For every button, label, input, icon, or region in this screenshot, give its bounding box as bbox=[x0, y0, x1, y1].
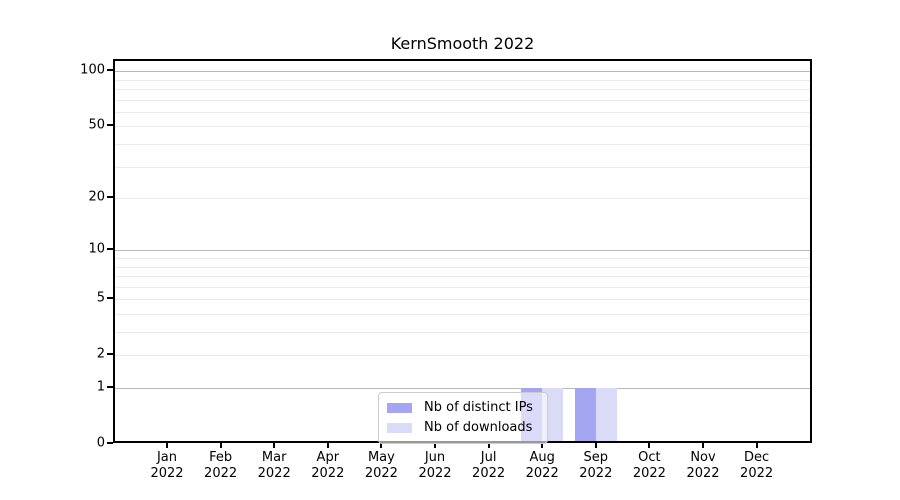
y-tick-label: 50 bbox=[88, 117, 105, 133]
bar-nb-of-distinct-ips bbox=[574, 388, 596, 441]
x-tick-mark bbox=[648, 443, 651, 448]
x-tick-mark bbox=[380, 443, 383, 448]
x-tick-mark bbox=[219, 443, 222, 448]
y-gridline-minor bbox=[115, 111, 810, 113]
x-tick-label: Jun 2022 bbox=[418, 450, 452, 481]
x-tick-label: Jul 2022 bbox=[472, 450, 506, 481]
y-tick-label: 5 bbox=[96, 290, 105, 306]
y-tick-mark bbox=[107, 353, 113, 356]
y-gridline-minor bbox=[115, 99, 810, 101]
y-gridline-minor bbox=[115, 314, 810, 315]
y-gridline-minor bbox=[115, 144, 810, 145]
y-gridline-major bbox=[115, 388, 810, 389]
legend-swatch-downloads bbox=[387, 423, 412, 433]
y-tick-mark bbox=[107, 442, 113, 444]
x-tick-label: Feb 2022 bbox=[204, 450, 238, 481]
x-tick-label: Dec 2022 bbox=[740, 450, 774, 481]
chart-title: KernSmooth 2022 bbox=[390, 34, 535, 53]
legend-item-downloads: Nb of downloads bbox=[387, 418, 539, 438]
y-tick-label: 1 bbox=[96, 379, 105, 395]
y-gridline-minor bbox=[115, 89, 810, 90]
y-tick-label: 10 bbox=[88, 241, 105, 257]
y-gridline-minor bbox=[115, 166, 810, 168]
x-tick-label: Apr 2022 bbox=[311, 450, 345, 481]
x-tick-mark bbox=[755, 443, 758, 448]
y-tick-mark bbox=[107, 196, 113, 199]
y-gridline-minor bbox=[115, 276, 810, 277]
y-tick-label: 20 bbox=[88, 189, 105, 205]
y-gridline-minor bbox=[115, 355, 810, 357]
y-gridline-minor bbox=[115, 258, 810, 259]
x-tick-label: May 2022 bbox=[364, 450, 398, 481]
y-tick-label: 2 bbox=[96, 346, 105, 362]
x-tick-label: Mar 2022 bbox=[257, 450, 291, 481]
x-tick-label: Nov 2022 bbox=[686, 450, 720, 481]
y-gridline-major bbox=[115, 71, 810, 73]
x-tick-mark bbox=[702, 443, 704, 448]
x-tick-label: Sep 2022 bbox=[579, 450, 613, 481]
y-tick-mark bbox=[107, 386, 113, 388]
y-gridline-minor bbox=[115, 299, 810, 301]
y-tick-mark bbox=[107, 124, 113, 127]
legend: Nb of distinct IPs Nb of downloads bbox=[378, 392, 548, 444]
y-gridline-minor bbox=[115, 126, 810, 128]
x-tick-label: Jan 2022 bbox=[150, 450, 184, 481]
legend-swatch-distinct-ips bbox=[387, 403, 412, 413]
y-gridline-major bbox=[115, 250, 810, 252]
x-tick-mark bbox=[594, 443, 597, 448]
bar-nb-of-downloads bbox=[595, 388, 617, 441]
y-tick-mark bbox=[107, 248, 113, 251]
plot-area: Nb of distinct IPs Nb of downloads bbox=[113, 59, 812, 444]
y-gridline-minor bbox=[115, 286, 810, 288]
x-tick-mark bbox=[434, 443, 436, 448]
x-tick-mark bbox=[541, 443, 544, 448]
y-gridline-minor bbox=[115, 198, 810, 200]
x-tick-mark bbox=[273, 443, 276, 448]
legend-label-downloads: Nb of downloads bbox=[424, 420, 533, 435]
legend-item-distinct-ips: Nb of distinct IPs bbox=[387, 398, 539, 418]
x-tick-mark bbox=[166, 443, 168, 448]
x-tick-mark bbox=[487, 443, 490, 448]
x-tick-label: Oct 2022 bbox=[632, 450, 666, 481]
x-tick-mark bbox=[326, 443, 329, 448]
y-gridline-minor bbox=[115, 266, 810, 268]
y-tick-mark bbox=[107, 69, 113, 72]
y-tick-label: 0 bbox=[96, 435, 105, 451]
y-tick-mark bbox=[107, 297, 113, 300]
y-gridline-minor bbox=[115, 79, 810, 81]
y-tick-label: 100 bbox=[80, 62, 105, 78]
x-tick-label: Aug 2022 bbox=[525, 450, 559, 481]
legend-label-distinct-ips: Nb of distinct IPs bbox=[424, 400, 533, 415]
y-gridline-minor bbox=[115, 332, 810, 333]
